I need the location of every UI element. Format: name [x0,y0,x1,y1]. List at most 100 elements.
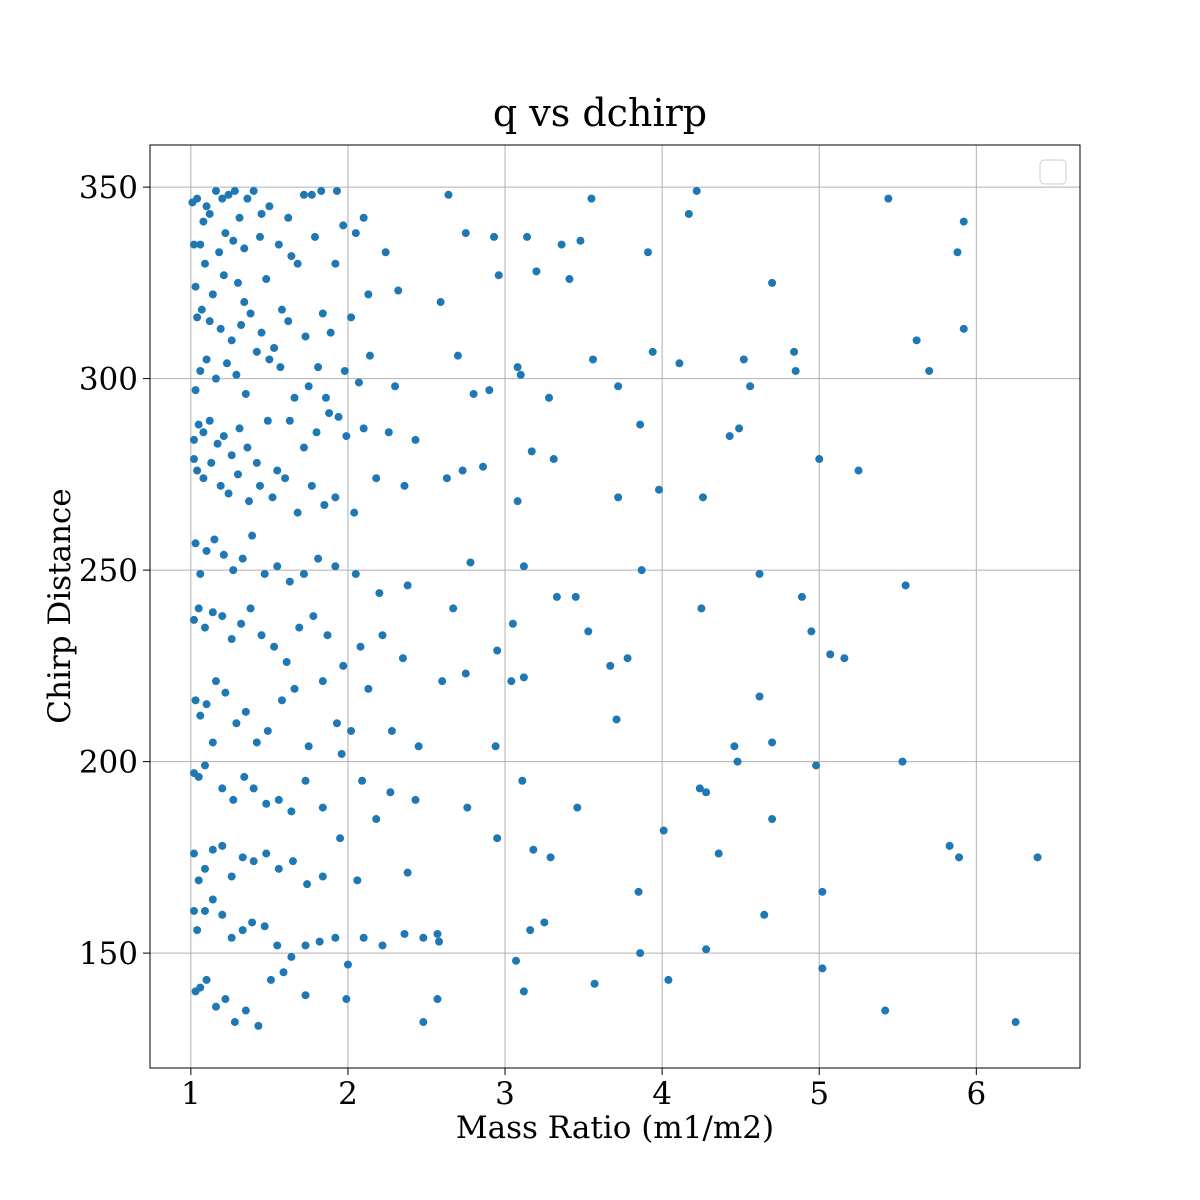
data-point [301,332,310,341]
data-point [790,347,799,356]
data-point [205,317,214,326]
data-point [881,1006,890,1015]
data-point [331,493,340,502]
data-point [191,539,200,548]
data-point [815,455,824,464]
data-point [205,209,214,218]
data-point [270,343,279,352]
data-point [552,592,561,601]
data-point [351,569,360,578]
data-point [191,282,200,291]
data-point [359,213,368,222]
data-point [513,363,522,372]
data-point [237,321,246,330]
data-point [219,271,228,280]
data-point [243,194,252,203]
data-point [398,654,407,663]
data-point [221,688,230,697]
data-point [442,474,451,483]
data-point [884,194,893,203]
data-point [218,784,227,793]
data-point [925,366,934,375]
data-point [196,983,205,992]
data-point [519,673,528,682]
data-point [565,275,574,284]
data-point [315,937,324,946]
y-tick-label: 150 [79,936,138,972]
data-point [826,650,835,659]
data-point [659,826,668,835]
data-point [400,481,409,490]
data-point [519,562,528,571]
data-point [945,841,954,850]
data-point [576,236,585,245]
data-point [433,995,442,1004]
data-point [270,642,279,651]
data-point [336,834,345,843]
data-point [229,566,238,575]
x-tick-label: 1 [181,1076,201,1112]
data-point [193,466,202,475]
data-point [243,443,252,452]
data-point [281,474,290,483]
data-point [675,359,684,368]
data-point [702,945,711,954]
data-point [244,497,253,506]
data-point [444,190,453,199]
data-point [202,546,211,555]
data-point [310,232,319,241]
data-point [634,887,643,896]
data-point [208,895,217,904]
data-point [818,887,827,896]
data-point [854,466,863,475]
data-point [224,190,233,199]
data-point [230,186,239,195]
data-point [812,761,821,770]
data-point [411,435,420,444]
data-point [364,684,373,693]
data-point [284,317,293,326]
data-point [200,906,209,915]
data-point [265,355,274,364]
data-point [202,700,211,709]
data-point [746,382,755,391]
data-point [375,589,384,598]
data-point [194,420,203,429]
data-point [307,481,316,490]
data-point [189,906,198,915]
data-point [698,493,707,502]
data-points [188,186,1042,1030]
data-point [332,719,341,728]
data-point [218,194,227,203]
data-point [654,485,663,494]
data-point [326,328,335,337]
data-point [237,619,246,628]
data-point [295,623,304,632]
data-point [518,776,527,785]
data-point [285,577,294,586]
data-point [545,393,554,402]
data-point [303,880,312,889]
data-point [189,455,198,464]
data-point [221,229,230,238]
data-point [202,975,211,984]
data-point [307,190,316,199]
data-point [768,738,777,747]
data-point [347,726,356,735]
data-point [268,493,277,502]
data-point [797,592,806,601]
data-point [263,726,272,735]
data-point [317,186,326,195]
data-point [356,642,365,651]
data-point [199,217,208,226]
data-point [273,466,282,475]
data-point [461,229,470,238]
data-point [241,389,250,398]
data-point [255,481,264,490]
data-point [755,569,764,578]
data-point [458,466,467,475]
data-point [205,416,214,425]
data-point [739,355,748,364]
data-point [290,684,299,693]
y-tick-label: 300 [79,362,138,398]
